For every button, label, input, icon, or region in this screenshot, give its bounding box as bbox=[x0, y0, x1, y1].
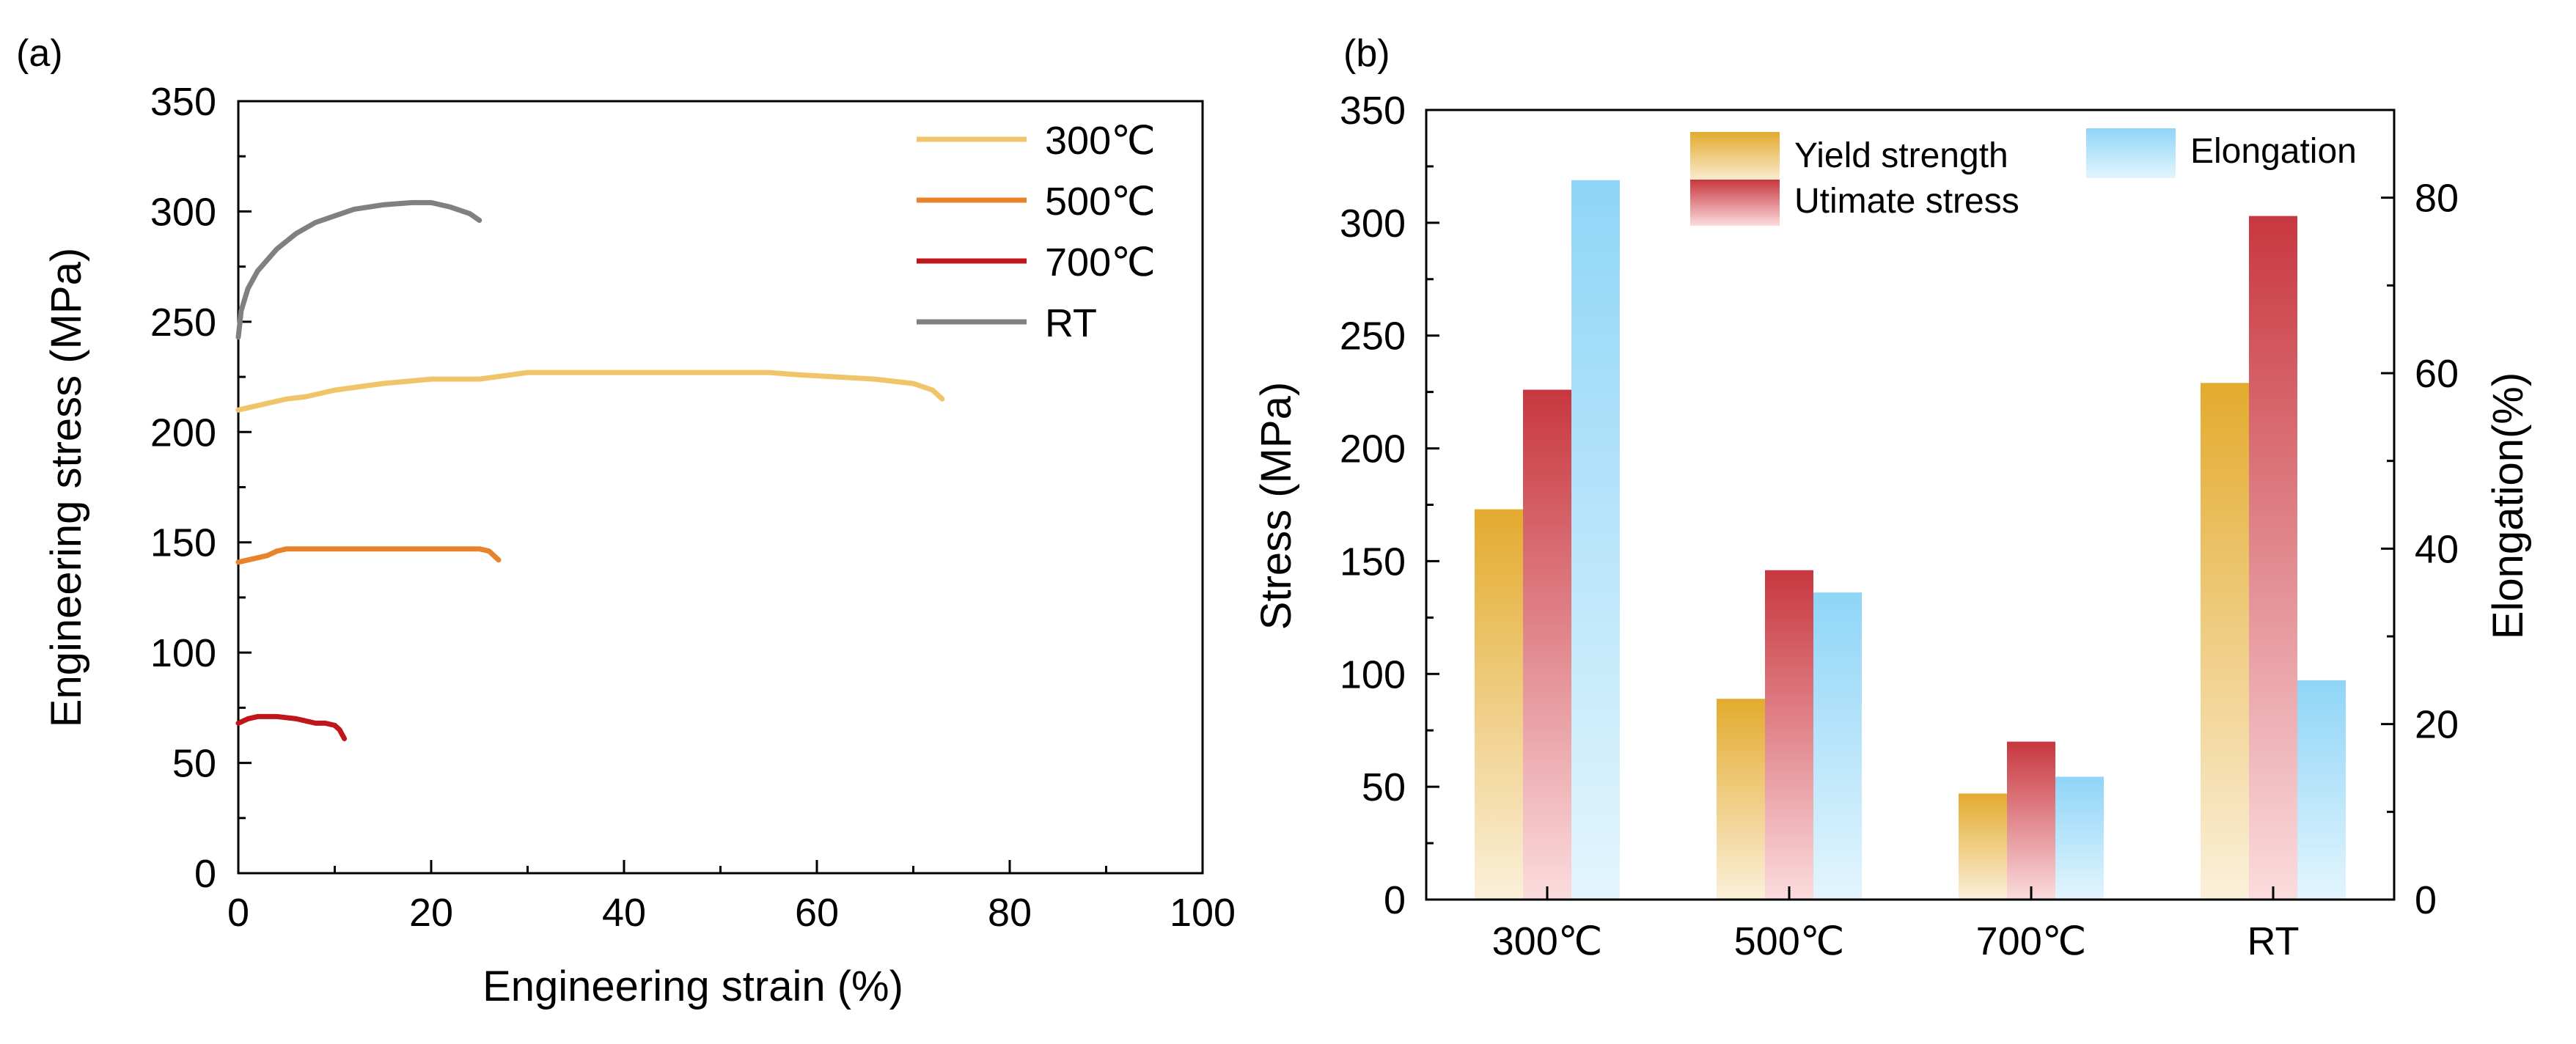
panel-a-y-axis-title: Engineering stress (MPa) bbox=[43, 248, 90, 727]
x-category-label: 500℃ bbox=[1734, 919, 1845, 963]
bar-utimate-stress-300c bbox=[1523, 389, 1571, 900]
panel-b-bar-chart: (b) 300℃ 500℃ 700℃ RT 0 50 100 150 200 250 300 350 0… bbox=[1252, 32, 2532, 963]
legend-swatch-utimate-stress bbox=[1690, 180, 1780, 226]
y2-tick-label: 0 bbox=[2415, 878, 2437, 922]
y-tick-label: 350 bbox=[150, 80, 216, 124]
panel-b-y2-axis-title: Elongation(%) bbox=[2484, 372, 2532, 639]
x-tick-label: 80 bbox=[988, 891, 1032, 935]
bar-utimate-stress-500c bbox=[1765, 570, 1813, 900]
y-tick-label: 250 bbox=[150, 301, 216, 345]
panel-b-label: (b) bbox=[1343, 32, 1390, 75]
series-line-500c bbox=[235, 546, 502, 565]
legend-label-utimate-stress: Utimate stress bbox=[1794, 182, 2019, 221]
y-tick-label: 50 bbox=[172, 742, 216, 786]
y-tick-label: 350 bbox=[1340, 89, 1406, 133]
bar-yield-strength-300c bbox=[1475, 509, 1523, 900]
bar-yield-strength-700c bbox=[1959, 793, 2007, 900]
y-tick-label: 200 bbox=[1340, 427, 1406, 471]
legend-label-300c: 300℃ bbox=[1045, 119, 1156, 163]
panel-a-x-axis-title: Engineering strain (%) bbox=[482, 963, 903, 1010]
y-tick-label: 0 bbox=[194, 852, 216, 896]
y-tick-label: 250 bbox=[1340, 315, 1406, 359]
panel-a-stress-strain-chart: (a) 0 20 40 60 80 100 0 50 100 150 200 250 300 350 30… bbox=[16, 32, 1236, 1010]
x-category-label: RT bbox=[2247, 919, 2299, 963]
bar-elongation-500c bbox=[1813, 592, 1862, 900]
y-tick-label: 100 bbox=[150, 631, 216, 675]
panel-a-legend: 300℃ 500℃ 700℃ RT bbox=[917, 119, 1156, 345]
legend-label-500c: 500℃ bbox=[1045, 180, 1156, 224]
panel-a-label: (a) bbox=[16, 32, 63, 75]
y-tick-label: 300 bbox=[150, 190, 216, 234]
x-tick-label: 0 bbox=[227, 891, 249, 935]
x-category-label: 700℃ bbox=[1976, 919, 2087, 963]
legend-label-yield-strength: Yield strength bbox=[1794, 136, 2008, 175]
y-tick-label: 300 bbox=[1340, 202, 1406, 246]
y-tick-label: 150 bbox=[1340, 540, 1406, 584]
panel-b-y-axis-title: Stress (MPa) bbox=[1252, 382, 1300, 630]
panel-a-series-lines bbox=[235, 199, 945, 741]
y-tick-label: 100 bbox=[1340, 652, 1406, 696]
x-category-label: 300℃ bbox=[1492, 919, 1603, 963]
panel-a-ticks: 0 20 40 60 80 100 0 50 100 150 200 250 300 350 bbox=[150, 80, 1236, 935]
legend-label-700c: 700℃ bbox=[1045, 240, 1156, 284]
x-tick-label: 40 bbox=[602, 891, 646, 935]
bar-yield-strength-500c bbox=[1717, 699, 1765, 900]
y-tick-label: 200 bbox=[150, 411, 216, 455]
series-line-rt bbox=[235, 199, 482, 340]
y2-tick-label: 80 bbox=[2415, 177, 2459, 221]
legend-swatch-yield-strength bbox=[1690, 132, 1780, 183]
x-tick-label: 100 bbox=[1170, 891, 1236, 935]
series-line-300c bbox=[235, 370, 945, 413]
bar-utimate-stress-rt bbox=[2249, 216, 2297, 900]
bar-yield-strength-rt bbox=[2201, 383, 2249, 900]
y-tick-label: 150 bbox=[150, 521, 216, 565]
legend-label-elongation: Elongation bbox=[2190, 132, 2357, 171]
bar-elongation-700c bbox=[2055, 776, 2104, 900]
y2-tick-label: 20 bbox=[2415, 703, 2459, 747]
x-tick-label: 20 bbox=[409, 891, 453, 935]
bar-utimate-stress-700c bbox=[2007, 741, 2055, 900]
y2-tick-label: 60 bbox=[2415, 352, 2459, 396]
y-tick-label: 0 bbox=[1384, 878, 1406, 922]
y2-tick-label: 40 bbox=[2415, 527, 2459, 571]
series-line-700c bbox=[235, 713, 348, 741]
legend-swatch-elongation bbox=[2086, 128, 2176, 178]
x-tick-label: 60 bbox=[795, 891, 839, 935]
legend-label-rt: RT bbox=[1045, 301, 1097, 345]
bar-elongation-300c bbox=[1571, 180, 1620, 900]
panel-b-ticks: 300℃ 500℃ 700℃ RT 0 50 100 150 200 250 300 350 0 20 40… bbox=[1340, 89, 2459, 963]
y-tick-label: 50 bbox=[1362, 765, 1406, 809]
panel-b-legend: Yield strength Utimate stress Elongation bbox=[1690, 128, 2357, 226]
panel-b-bars bbox=[1475, 180, 2346, 900]
bar-elongation-rt bbox=[2297, 680, 2346, 900]
